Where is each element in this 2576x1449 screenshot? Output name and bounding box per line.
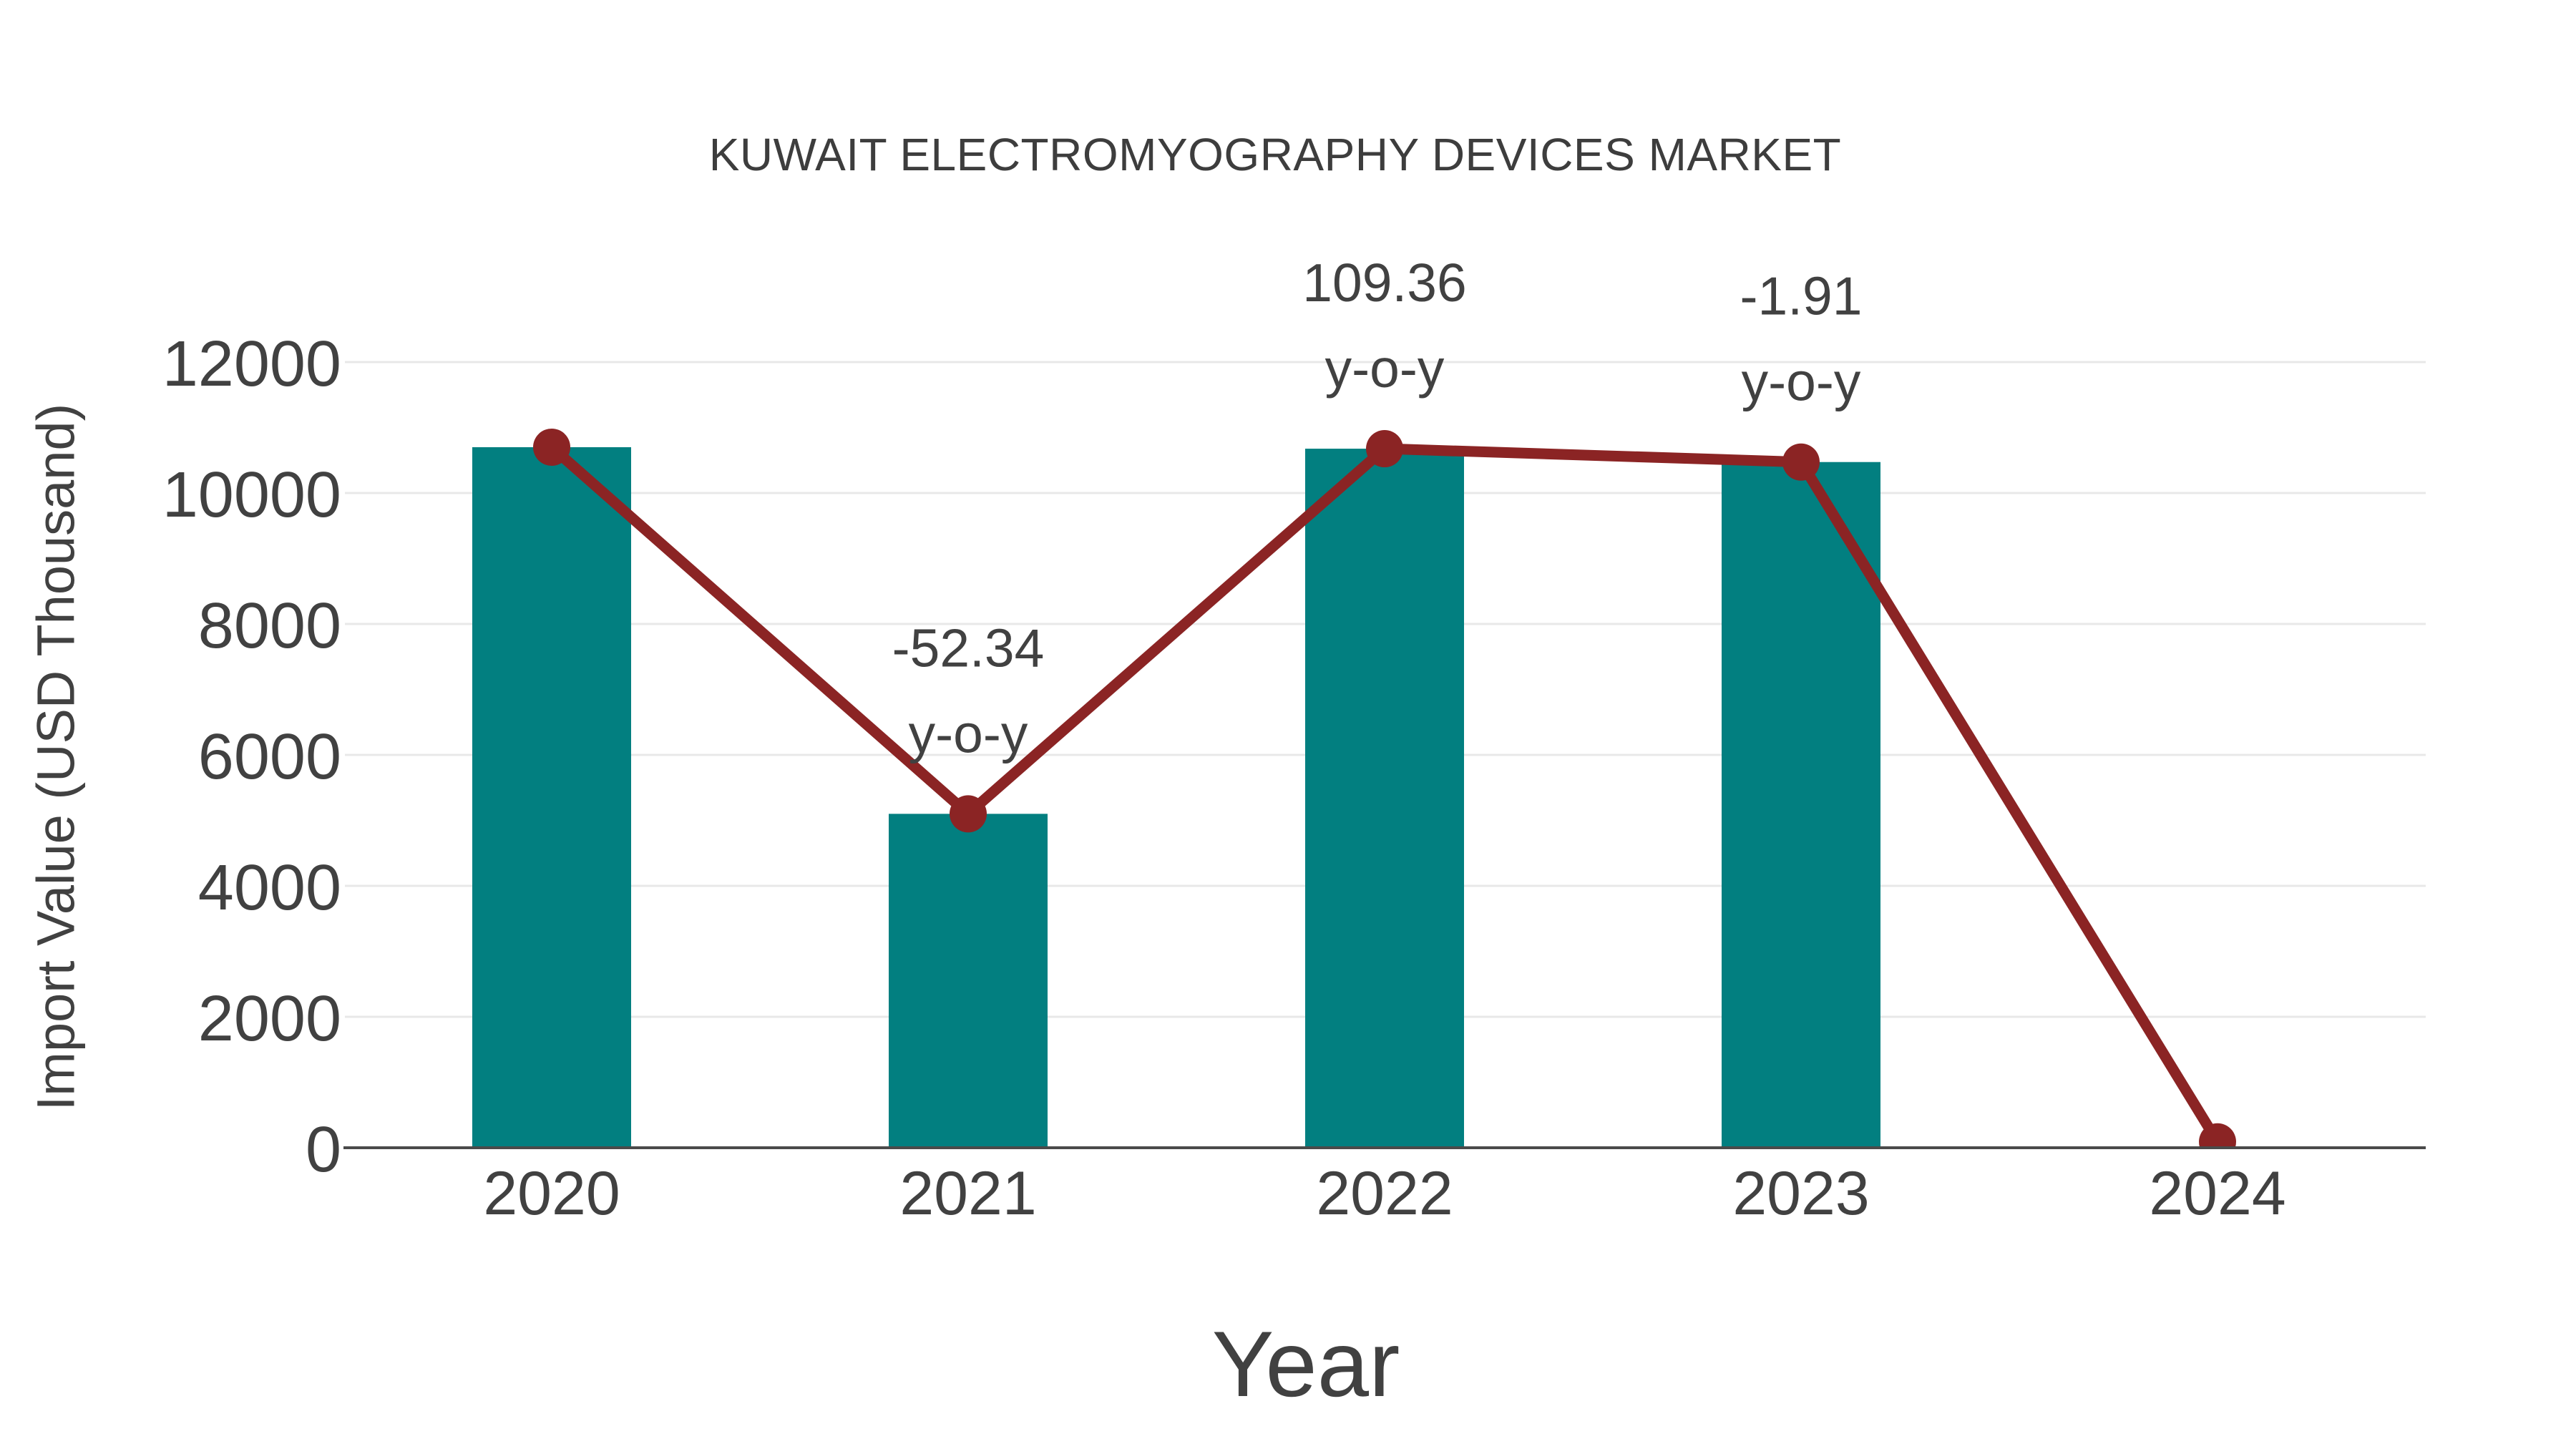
y-tick-label-12000: 12000 xyxy=(162,328,341,400)
chart-title: KUWAIT ELECTROMYOGRAPHY DEVICES MARKET xyxy=(708,129,1842,180)
x-tick-label-2020: 2020 xyxy=(483,1159,620,1228)
x-axis-title: Year xyxy=(1211,1312,1400,1416)
y-axis-title: Import Value (USD Thousand) xyxy=(26,403,86,1111)
y-tick-label-2000: 2000 xyxy=(198,983,341,1055)
annotation-2021-line2: y-o-y xyxy=(909,703,1028,763)
x-tick-label-2021: 2021 xyxy=(899,1159,1036,1228)
y-tick-label-4000: 4000 xyxy=(198,852,341,924)
bar-2023 xyxy=(1722,462,1880,1148)
annotation-2022-line2: y-o-y xyxy=(1325,338,1445,399)
marker-2020 xyxy=(533,428,570,466)
line-series xyxy=(533,428,2236,1147)
annotation-2023-line2: y-o-y xyxy=(1742,352,1861,412)
y-tick-label-8000: 8000 xyxy=(198,590,341,662)
marker-2024 xyxy=(2199,1123,2236,1147)
annotation-2023-line1: -1.91 xyxy=(1740,266,1863,326)
y-tick-label-6000: 6000 xyxy=(198,721,341,793)
y-tick-label-0: 0 xyxy=(306,1114,341,1186)
x-tick-label-2023: 2023 xyxy=(1732,1159,1869,1228)
marker-2022 xyxy=(1366,430,1403,468)
marker-2023 xyxy=(1782,443,1820,481)
bar-2021 xyxy=(889,814,1048,1148)
annotation-2021-line1: -52.34 xyxy=(892,618,1045,678)
y-tick-label-10000: 10000 xyxy=(162,459,341,531)
x-tick-label-2024: 2024 xyxy=(2149,1159,2285,1228)
bar-2022 xyxy=(1305,449,1464,1148)
marker-2021 xyxy=(950,795,987,833)
bar-series xyxy=(472,447,1880,1148)
annotation-2022-line1: 109.36 xyxy=(1302,253,1466,313)
x-tick-label-2022: 2022 xyxy=(1316,1159,1453,1228)
bar-2020 xyxy=(472,447,631,1148)
